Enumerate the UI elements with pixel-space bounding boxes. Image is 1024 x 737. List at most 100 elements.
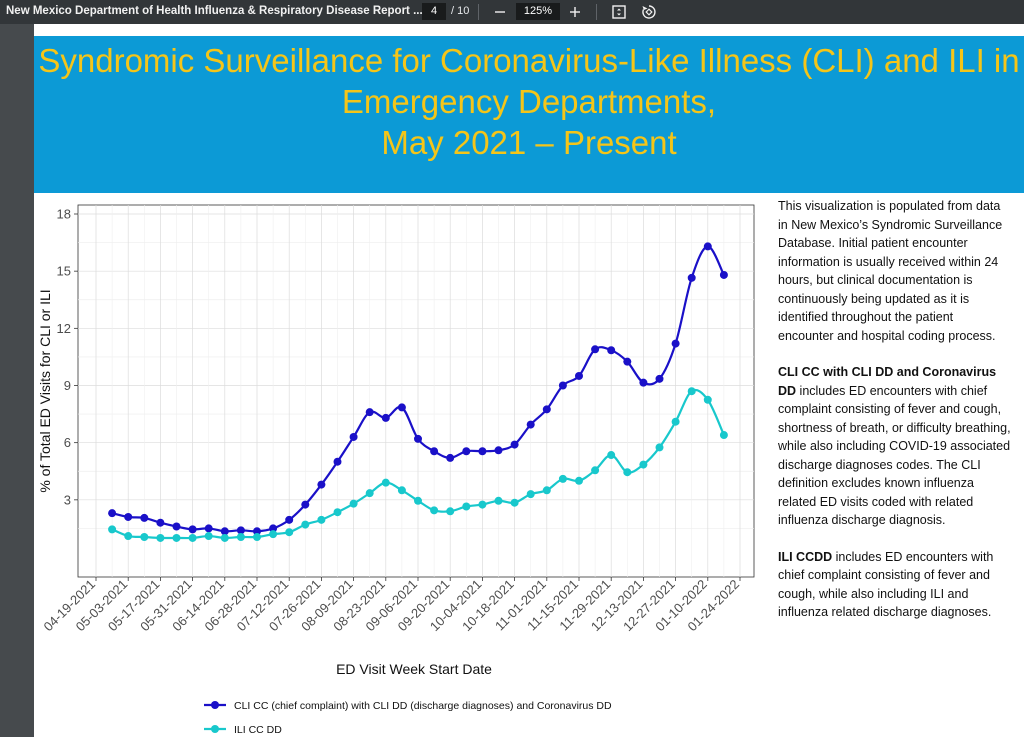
ili-data-point	[655, 443, 664, 452]
y-tick-label: 15	[57, 264, 71, 279]
ili-data-point	[703, 395, 712, 404]
cli-data-point	[623, 357, 632, 366]
cli-data-point	[446, 453, 455, 462]
ili-data-point	[220, 533, 229, 542]
info-paragraph-ili: ILI CCDD includes ED encounters with chi…	[778, 548, 1012, 622]
plus-icon	[570, 7, 580, 17]
surveillance-line-chart: 04-19-202105-03-202105-17-202105-31-2021…	[37, 204, 755, 736]
ili-data-point	[397, 486, 406, 495]
ili-data-point	[446, 507, 455, 516]
ili-data-point	[349, 499, 358, 508]
ili-data-point	[204, 532, 213, 541]
y-tick-label: 9	[64, 378, 71, 393]
cli-data-point	[333, 457, 342, 466]
rotate-button[interactable]	[639, 2, 659, 22]
cli-data-point	[140, 513, 149, 522]
y-axis-title: % of Total ED Visits for CLI or ILI	[37, 289, 53, 492]
zoom-level-input[interactable]: 125%	[516, 3, 560, 20]
fit-page-button[interactable]	[609, 2, 629, 22]
cli-data-point	[607, 346, 616, 355]
cli-data-point	[703, 242, 712, 251]
ili-data-point	[108, 525, 117, 534]
ili-data-point	[172, 533, 181, 542]
ili-data-point	[494, 496, 503, 505]
cli-data-point	[591, 345, 600, 354]
info-ili-text: includes ED encounters with chief compla…	[778, 549, 994, 620]
y-tick-label: 6	[64, 435, 71, 450]
cli-data-point	[687, 273, 696, 282]
ili-data-point	[687, 387, 696, 396]
page-number-input[interactable]: 4	[422, 3, 446, 20]
document-title: New Mexico Department of Health Influenz…	[6, 5, 423, 17]
ili-data-point	[317, 515, 326, 524]
ili-data-point	[575, 476, 583, 485]
cli-data-point	[172, 522, 181, 531]
cli-data-point	[462, 447, 471, 456]
ili-data-point	[607, 451, 616, 460]
ili-data-point	[542, 486, 551, 495]
cli-data-point	[655, 374, 664, 383]
page-total: / 10	[451, 5, 470, 17]
ili-data-point	[285, 528, 294, 537]
ili-data-point	[236, 532, 245, 541]
ili-data-point	[623, 468, 632, 477]
cli-data-point	[317, 480, 326, 489]
info-paragraph-cli: CLI CC with CLI DD and Coronavirus DD in…	[778, 363, 1012, 530]
cli-data-point	[526, 420, 535, 429]
ili-data-point	[462, 502, 471, 511]
ili-data-point	[156, 533, 165, 542]
cli-data-point	[719, 270, 728, 279]
cli-data-point	[430, 447, 439, 456]
ili-data-point	[124, 532, 133, 541]
cli-data-point	[414, 434, 422, 443]
y-tick-label: 3	[64, 492, 71, 507]
info-paragraph-intro: This visualization is populated from dat…	[778, 199, 1003, 343]
legend-key-point	[211, 725, 219, 733]
fit-page-icon	[612, 5, 626, 19]
cli-data-point	[671, 339, 680, 348]
cli-data-point	[220, 527, 229, 536]
cli-data-point	[639, 378, 648, 387]
ili-data-point	[140, 532, 149, 541]
y-tick-label: 12	[57, 321, 71, 336]
cli-data-point	[285, 515, 294, 524]
cli-data-point	[108, 509, 117, 518]
cli-data-point	[494, 446, 503, 455]
zoom-out-button[interactable]	[490, 2, 510, 22]
legend-label: ILI CC DD	[234, 724, 282, 736]
ili-data-point	[671, 417, 680, 426]
minus-icon	[495, 11, 505, 13]
cli-data-point	[124, 512, 133, 521]
viewer-gutter-shade	[0, 24, 34, 737]
ili-data-point	[333, 508, 342, 517]
pdf-toolbar: New Mexico Department of Health Influenz…	[0, 0, 1024, 24]
cli-data-point	[269, 524, 278, 533]
ili-data-point	[414, 496, 422, 505]
ili-data-point	[269, 530, 278, 539]
slide-title-line1: Syndromic Surveillance for Coronavirus-L…	[38, 42, 1020, 79]
ili-data-point	[253, 532, 261, 541]
info-ili-heading: ILI CCDD	[778, 549, 833, 564]
zoom-in-button[interactable]	[565, 2, 585, 22]
cli-data-point	[510, 440, 519, 449]
ili-data-point	[478, 500, 487, 509]
plot-panel	[77, 204, 755, 578]
cli-data-point	[397, 403, 406, 412]
ili-data-point	[591, 466, 600, 475]
ili-data-point	[188, 533, 197, 542]
slide-title-line2: Emergency Departments,	[341, 83, 717, 120]
ili-data-point	[301, 520, 310, 529]
info-cli-heading: CLI CC with CLI DD and Coronavirus DD	[778, 365, 997, 398]
pdf-page: Syndromic Surveillance for Coronavirus-L…	[34, 24, 1024, 737]
toolbar-divider	[596, 4, 597, 20]
legend-label: CLI CC (chief complaint) with CLI DD (di…	[234, 700, 612, 712]
cli-data-point	[478, 447, 487, 456]
x-axis-title: ED Visit Week Start Date	[336, 661, 492, 677]
cli-data-point	[542, 405, 551, 414]
ili-data-point	[430, 506, 439, 515]
slide-title-line3: May 2021 – Present	[381, 124, 677, 161]
cli-data-point	[365, 408, 374, 417]
cli-data-point	[253, 527, 261, 536]
cli-data-point	[301, 500, 310, 509]
cli-data-point	[575, 371, 583, 380]
